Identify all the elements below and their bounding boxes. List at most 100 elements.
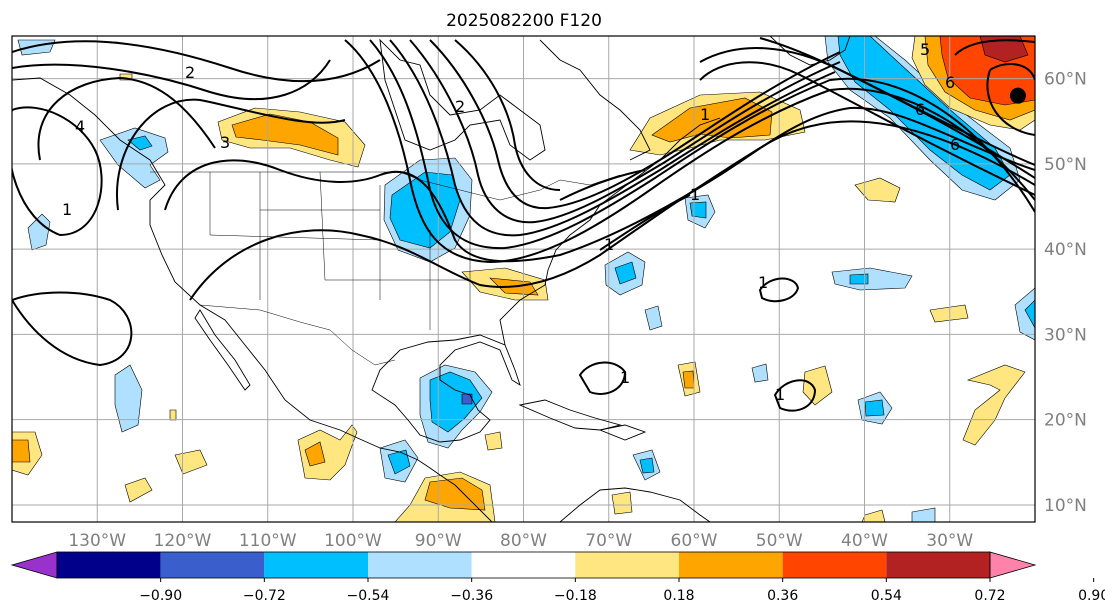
colorbar xyxy=(10,551,1037,579)
shade-neg-weak xyxy=(27,213,51,251)
contour-line xyxy=(12,40,381,83)
colorbar-tick-label: 0.90 xyxy=(1078,588,1105,604)
hudson-coast xyxy=(379,38,546,161)
shade-neg-weak xyxy=(1014,287,1035,341)
lon-tick-label: 90°W xyxy=(415,531,462,551)
lon-tick-label: 30°W xyxy=(926,531,973,551)
shade-pos-weak xyxy=(484,431,503,451)
contour-line xyxy=(758,277,800,303)
shade-pos-weak xyxy=(611,491,633,515)
contour-line xyxy=(986,63,1035,136)
political-borders xyxy=(150,171,621,366)
shade-pos-weak xyxy=(124,477,153,503)
location-marker-dot xyxy=(1009,87,1026,104)
contour-value-label: 3 xyxy=(220,133,230,152)
south-america-coast xyxy=(559,487,711,522)
colorbar-segment xyxy=(471,552,576,578)
cuba-coast xyxy=(518,399,622,431)
colorbar-tick-label: −0.72 xyxy=(243,588,286,604)
colorbar-tick-label: −0.18 xyxy=(554,588,597,604)
shade-neg-weak xyxy=(751,363,769,383)
contour-lines xyxy=(12,37,1035,412)
contour-line xyxy=(189,120,1035,301)
contour-line xyxy=(578,361,627,395)
east-coast xyxy=(499,117,721,346)
contour-value-label: 4 xyxy=(75,117,85,136)
contour-value-label: 1 xyxy=(775,385,785,404)
labrador-coast xyxy=(539,39,651,161)
contour-value-label: 1 xyxy=(690,185,700,204)
colorbar-extend-max xyxy=(989,551,1037,579)
contour-value-label: 1 xyxy=(700,105,710,124)
shade-neg-weak xyxy=(911,507,936,522)
contour-line xyxy=(37,76,216,161)
lat-tick-label: 20°N xyxy=(1044,411,1087,431)
shade-pos-weak xyxy=(929,304,969,323)
colorbar-segment xyxy=(160,552,265,578)
lon-tick-label: 40°W xyxy=(841,531,888,551)
colorbar-tick-label: −0.54 xyxy=(347,588,390,604)
colorbar-segment xyxy=(679,552,783,578)
shade-pos-mid xyxy=(12,439,31,463)
contour-value-label: 6 xyxy=(945,73,955,92)
colorbar-tick-labels: −0.90 −0.72 −0.54 −0.36 −0.18 0.18 0.36 0.54 0.7… xyxy=(139,578,1105,604)
shade-pos-mid xyxy=(304,441,326,467)
colorbar-tick-label: −0.90 xyxy=(139,588,182,604)
contour-value-label: 5 xyxy=(920,40,930,59)
shade-pos-mid xyxy=(424,477,486,511)
lat-tick-label: 40°N xyxy=(1044,240,1087,260)
contour-line xyxy=(773,379,817,412)
colorbar-tick-label: 0.18 xyxy=(663,588,694,604)
shade-neg-mid xyxy=(127,135,153,151)
map-frame xyxy=(11,35,1036,523)
contour-line xyxy=(429,39,841,210)
shade-pos-mid xyxy=(231,113,339,156)
contour-line xyxy=(164,106,1035,263)
baja-coast xyxy=(194,309,251,391)
lon-tick-label: 120°W xyxy=(154,531,212,551)
contour-value-label: 2 xyxy=(455,97,465,116)
shade-neg-mid xyxy=(864,399,885,417)
colorbar-segment xyxy=(782,552,887,578)
shade-neg-weak xyxy=(831,267,913,291)
shade-neg-mid xyxy=(614,261,637,285)
contour-line xyxy=(559,169,691,251)
lat-tick-label: 30°N xyxy=(1044,325,1087,345)
contour-value-label: 6 xyxy=(915,100,925,119)
contour-line xyxy=(369,39,1035,250)
contour-value-label: 1 xyxy=(620,368,630,387)
contour-value-label: 1 xyxy=(62,200,72,219)
colorbar-tick-label: 0.54 xyxy=(871,588,902,604)
shade-pos-stronger xyxy=(979,36,1029,63)
lat-lon-grid xyxy=(12,36,1035,522)
shade-pos-weak xyxy=(802,365,833,406)
shade-pos-mid xyxy=(682,370,695,389)
shade-neg-mid xyxy=(689,201,707,219)
gulf-coast xyxy=(371,334,521,443)
us-canada-border xyxy=(150,171,621,201)
state-border xyxy=(209,171,471,335)
shade-pos-weak xyxy=(854,177,901,203)
hispaniola-coast xyxy=(598,424,647,441)
contour-value-label: 6 xyxy=(950,135,960,154)
lon-tick-label: 50°W xyxy=(756,531,803,551)
lon-tick-label: 80°W xyxy=(500,531,547,551)
lon-tick-label: 110°W xyxy=(239,531,297,551)
lon-tick-label: 60°W xyxy=(671,531,718,551)
shade-pos-weak xyxy=(297,424,358,481)
contour-line xyxy=(344,39,1035,264)
contour-line xyxy=(759,37,1035,166)
latitude-labels: 10°N 20°N 30°N 40°N 50°N 60°N xyxy=(1044,70,1087,516)
colorbar-tick-label: 0.72 xyxy=(974,588,1005,604)
shade-neg-mid xyxy=(639,457,655,474)
colorbar-segment xyxy=(886,552,990,578)
contour-value-label: 1 xyxy=(604,235,614,254)
contour-line xyxy=(699,61,1035,196)
colorbar-segment xyxy=(575,552,679,578)
shade-neg-mid xyxy=(389,171,461,249)
shade-neg-mid xyxy=(849,273,869,285)
shade-neg-weak xyxy=(644,305,663,331)
